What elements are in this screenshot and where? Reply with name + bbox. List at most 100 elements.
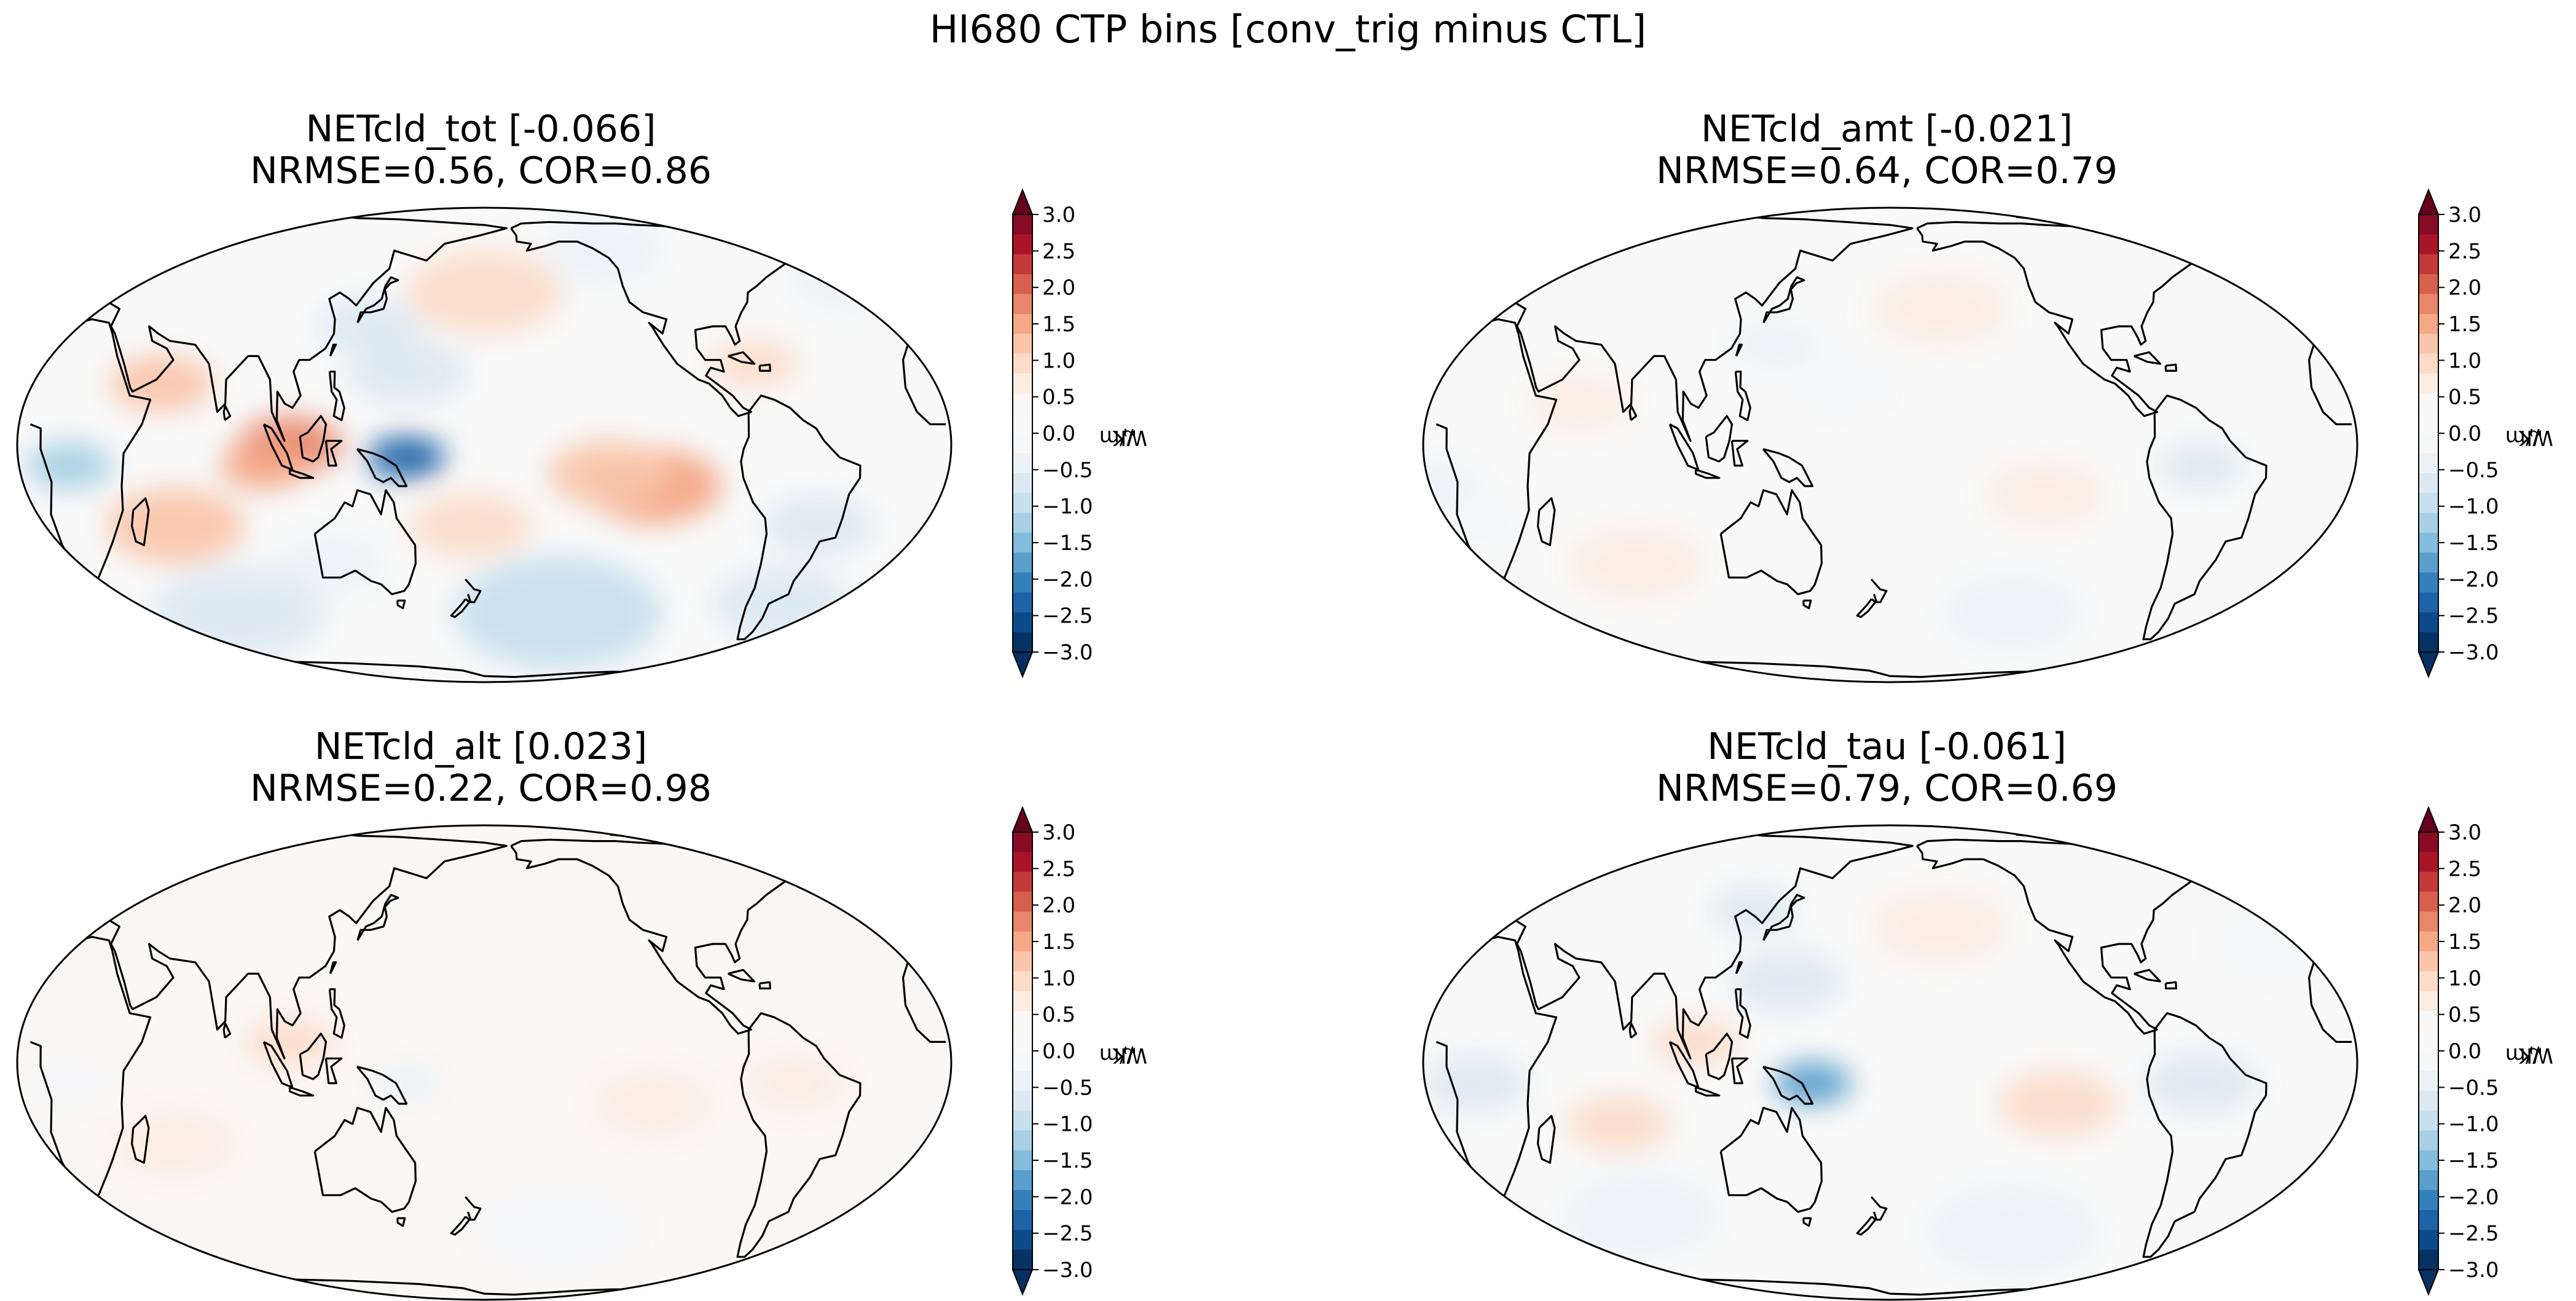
- coastline: [299, 1032, 328, 1080]
- coastline: [2115, 209, 2229, 241]
- coastline: [707, 838, 753, 854]
- colorbar-bin: [1013, 373, 1032, 394]
- coastline: [1856, 1216, 1877, 1236]
- colorbar-tick-label: 0.5: [1042, 385, 1075, 410]
- colorbar-extend-min: [1011, 1269, 1034, 1296]
- colorbar-bin: [2419, 1011, 2438, 1032]
- coastline: [2115, 827, 2229, 859]
- anomaly-blob: [1773, 1062, 1852, 1104]
- coastline: [356, 1066, 408, 1105]
- coastline: [324, 1057, 343, 1085]
- colorbar-bin: [1013, 892, 1032, 912]
- coastline: [728, 351, 756, 365]
- coastline: [1762, 448, 1814, 487]
- colorbar-bin: [1013, 274, 1032, 294]
- coastline: [328, 371, 345, 422]
- panel-title-variable: NETcld_amt [-0.021]: [1700, 108, 2073, 151]
- coastline: [313, 1107, 417, 1213]
- colorbar-bin: [2419, 294, 2438, 315]
- robinson-map: [1422, 206, 2358, 683]
- coastline: [1705, 415, 1734, 463]
- panel-title-stats: NRMSE=0.22, COR=0.98: [249, 767, 712, 810]
- colorbar-bin: [2419, 353, 2438, 374]
- colorbar-bin: [1013, 513, 1032, 533]
- coastline: [1730, 1057, 1749, 1085]
- coastline: [2134, 351, 2162, 365]
- colorbar-bin: [2419, 832, 2438, 852]
- colorbar-tick-label: −3.0: [2448, 1258, 2499, 1283]
- colorbar-bin: [2419, 1209, 2438, 1230]
- coastline: [1719, 489, 1823, 595]
- coastline: [1734, 371, 1751, 422]
- coastline: [288, 1086, 315, 1097]
- colorbar-bin: [2419, 632, 2438, 653]
- colorbar-bin: [2419, 453, 2438, 474]
- anomaly-blob: [2145, 1053, 2258, 1114]
- robinson-map: [1422, 824, 2358, 1301]
- colorbar-bin: [1013, 473, 1032, 493]
- colorbar: 3.0 2.5 2.0 1.5 1.0 0.5 0.0 −0.5 −1.0 −1.5 −2.0 −2.…: [2417, 806, 2499, 1296]
- robinson-map: [16, 206, 952, 683]
- colorbar-tick-label: −2.0: [2448, 1185, 2499, 1209]
- colorbar-bin: [1013, 1130, 1032, 1151]
- colorbar-bin: [1013, 1249, 1032, 1270]
- coastline: [1628, 404, 1638, 421]
- colorbar-extend-min: [2417, 651, 2440, 678]
- colorbar-bin: [2419, 1170, 2438, 1191]
- colorbar-tick-label: −2.5: [1042, 1222, 1093, 1246]
- colorbar-tick-label: −0.5: [1042, 1075, 1093, 1100]
- coastline: [709, 827, 823, 859]
- map-boundary: [1422, 824, 2358, 1301]
- coastline: [736, 1012, 862, 1258]
- coastline: [450, 1216, 471, 1236]
- colorbar-tick-label: 0.5: [2448, 385, 2481, 410]
- colorbar-extend-min: [2417, 1269, 2440, 1296]
- colorbar-tick-label: −1.0: [2448, 495, 2499, 519]
- coastline: [1694, 468, 1721, 479]
- coastline: [131, 1115, 150, 1164]
- colorbar-bin: [2419, 612, 2438, 633]
- colorbar-tick-label: −2.0: [2448, 567, 2499, 592]
- colorbar-tick-label: 1.5: [2448, 930, 2481, 954]
- anomaly-blob: [1944, 575, 2082, 650]
- coastline: [758, 981, 771, 989]
- colorbar: 3.0 2.5 2.0 1.5 1.0 0.5 0.0 −0.5 −1.0 −1.5 −2.0 −2.…: [1011, 806, 1093, 1296]
- coastline: [2164, 981, 2177, 989]
- colorbar-bin: [2419, 254, 2438, 275]
- colorbar-bin: [1013, 871, 1032, 892]
- colorbar-tick-label: −1.0: [1042, 1112, 1093, 1137]
- coastline: [222, 404, 232, 421]
- coastline: [450, 598, 471, 618]
- coastline: [1871, 578, 1888, 603]
- coastline: [1719, 1107, 1823, 1213]
- colorbar-bin: [2419, 413, 2438, 434]
- colorbar-bin: [2419, 473, 2438, 493]
- coastline: [324, 439, 343, 467]
- colorbar-tick-label: 3.0: [1042, 203, 1075, 227]
- panel-title: NETcld_tot [-0.066] NRMSE=0.56, COR=0.86: [0, 108, 962, 192]
- coastline: [736, 395, 862, 640]
- colorbar-bin: [1013, 1031, 1032, 1051]
- colorbar-tick-label: 1.0: [2448, 966, 2481, 991]
- colorbar-bin: [2419, 373, 2438, 394]
- anomaly-blob: [712, 566, 850, 642]
- colorbar-extend-max: [2417, 806, 2440, 833]
- colorbar-bin: [2419, 1190, 2438, 1211]
- map-panel-amt: NETcld_amt [-0.021] NRMSE=0.64, COR=0.79…: [1406, 60, 2576, 683]
- figure-title: HI680 CTP bins [conv_trig minus CTL]: [929, 7, 1647, 52]
- colorbar-bin: [1013, 1150, 1032, 1171]
- colorbar-bin: [2419, 393, 2438, 414]
- anomaly-blob: [1985, 462, 2106, 527]
- anomaly-blob: [2158, 442, 2245, 489]
- colorbar-bin: [2419, 1150, 2438, 1171]
- colorbar-bin: [2419, 951, 2438, 972]
- colorbar-bin: [1013, 852, 1032, 873]
- anomaly-blob: [548, 441, 669, 507]
- coastline: [465, 1196, 482, 1221]
- anomaly-blob: [221, 442, 307, 489]
- panel-title-stats: NRMSE=0.79, COR=0.69: [1655, 767, 2118, 810]
- anomaly-blob: [280, 535, 384, 592]
- coastline: [1705, 1032, 1734, 1080]
- colorbar-tick-label: 0.0: [1042, 1039, 1075, 1064]
- coastline: [329, 961, 337, 975]
